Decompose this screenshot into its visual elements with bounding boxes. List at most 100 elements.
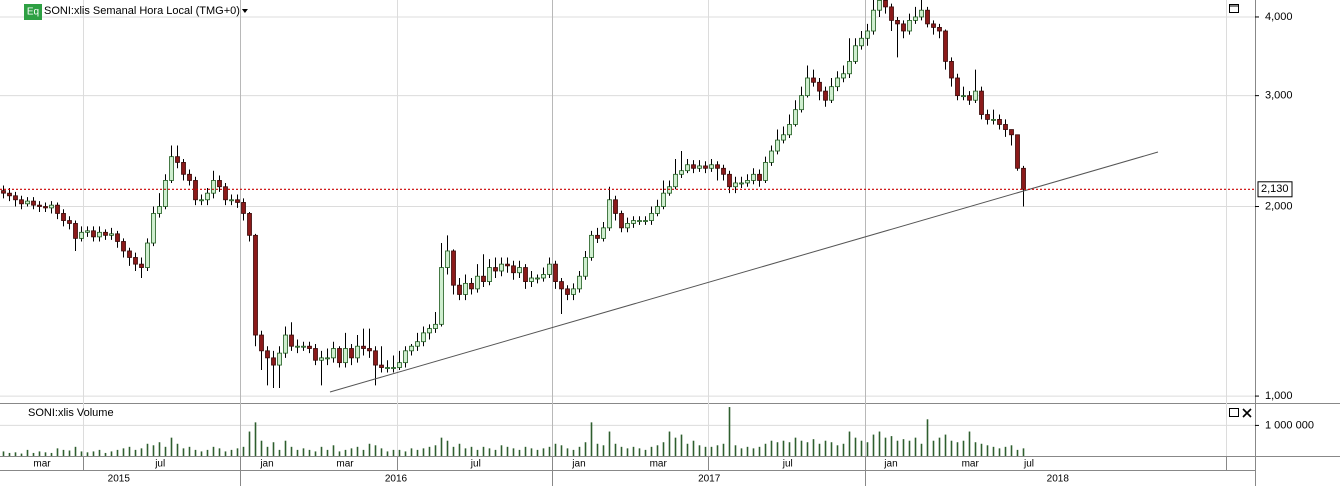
candle-body [481,275,486,282]
candle-body [577,275,582,290]
candle-body [943,30,948,62]
candle-body [37,204,42,207]
candle-body [649,213,654,221]
candle-body [835,77,840,88]
candle-body [55,204,60,214]
candle-body [505,263,510,267]
grid [0,0,1255,456]
candle-body [913,16,918,21]
candle-body [73,223,78,239]
chart-title[interactable]: SONI:xlis Semanal Hora Local (TMG+0) [44,5,240,17]
candle-body [265,350,270,359]
candle-body [895,20,900,25]
candle-body [733,182,738,188]
candle-body [841,73,846,79]
candle-body [799,95,804,111]
candle-body [961,95,966,98]
candle-body [139,263,144,268]
candle-body [385,367,390,369]
candle-body [253,234,258,336]
candle-body [223,186,228,201]
candle-body [229,199,234,202]
candle-body [595,234,600,239]
candle-body [463,282,468,295]
candle-body [817,81,822,92]
candle-body [793,109,798,125]
marks [1,0,1026,456]
last-price-label: 2,130 [1261,183,1289,195]
candle-body [469,282,474,290]
candle-body [199,199,204,202]
candle-body [403,350,408,364]
y-tick-label: 1 000 000 [1265,419,1314,431]
candle-body [691,164,696,169]
candle-body [301,345,306,348]
candle-body [991,119,996,121]
candle-body [433,323,438,329]
candle-body [601,227,606,239]
candle-body [925,9,930,25]
candle-body [31,200,36,206]
close-button[interactable] [1242,408,1252,418]
candle-body [553,263,558,282]
candle-body [565,288,570,295]
candle-body [7,192,12,197]
candle-body [715,164,720,169]
candle-body [193,180,198,201]
candle-body [25,200,30,205]
candle-body [367,348,372,352]
candle-body [259,334,264,352]
candle-body [109,233,114,236]
candle-body [313,348,318,361]
candle-body [949,61,954,79]
y-tick-label: 1,000 [1265,390,1293,402]
candle-body [361,345,366,349]
x-tick-label: mar [650,459,668,470]
candle-body [169,156,174,181]
candle-body [499,263,504,272]
candle-body [391,367,396,369]
candle-body [85,230,90,233]
badge [24,4,42,20]
candle-body [781,134,786,141]
candle-body [133,257,138,265]
y-tick-label: 3,000 [1265,90,1293,102]
maximize-button[interactable] [1229,4,1239,13]
candle-body [727,173,732,188]
x-tick-label: mar [336,459,354,470]
year-label: 2016 [385,474,408,485]
candle-body [151,213,156,244]
candle-body [763,162,768,181]
candle-body [745,180,750,184]
volume-title: SONI:xlis Volume [28,407,114,419]
candle-body [511,265,516,274]
candle-body [871,9,876,32]
candle-body [787,124,792,136]
candle-body [1003,124,1008,130]
candle-body [379,364,384,368]
maximize-button[interactable] [1229,408,1239,417]
candle-body [703,165,708,169]
candle-body [859,37,864,47]
candle-body [97,231,102,238]
candle-body [847,61,852,75]
year-label: 2015 [108,474,131,485]
candle-body [19,199,24,205]
dropdown-caret[interactable] [241,9,248,13]
candle-body [415,341,420,347]
candle-body [937,27,942,32]
candle-body [397,362,402,368]
candle-body [673,173,678,188]
candle-body [877,0,882,11]
x-tick-label: mar [962,459,980,470]
year-label: 2017 [698,474,721,485]
candle-body [307,345,312,349]
candle-body [973,90,978,101]
candle-body [583,257,588,277]
candle-body [685,164,690,172]
candle-body [319,357,324,361]
candle-body [805,77,810,97]
candle-body [589,234,594,258]
